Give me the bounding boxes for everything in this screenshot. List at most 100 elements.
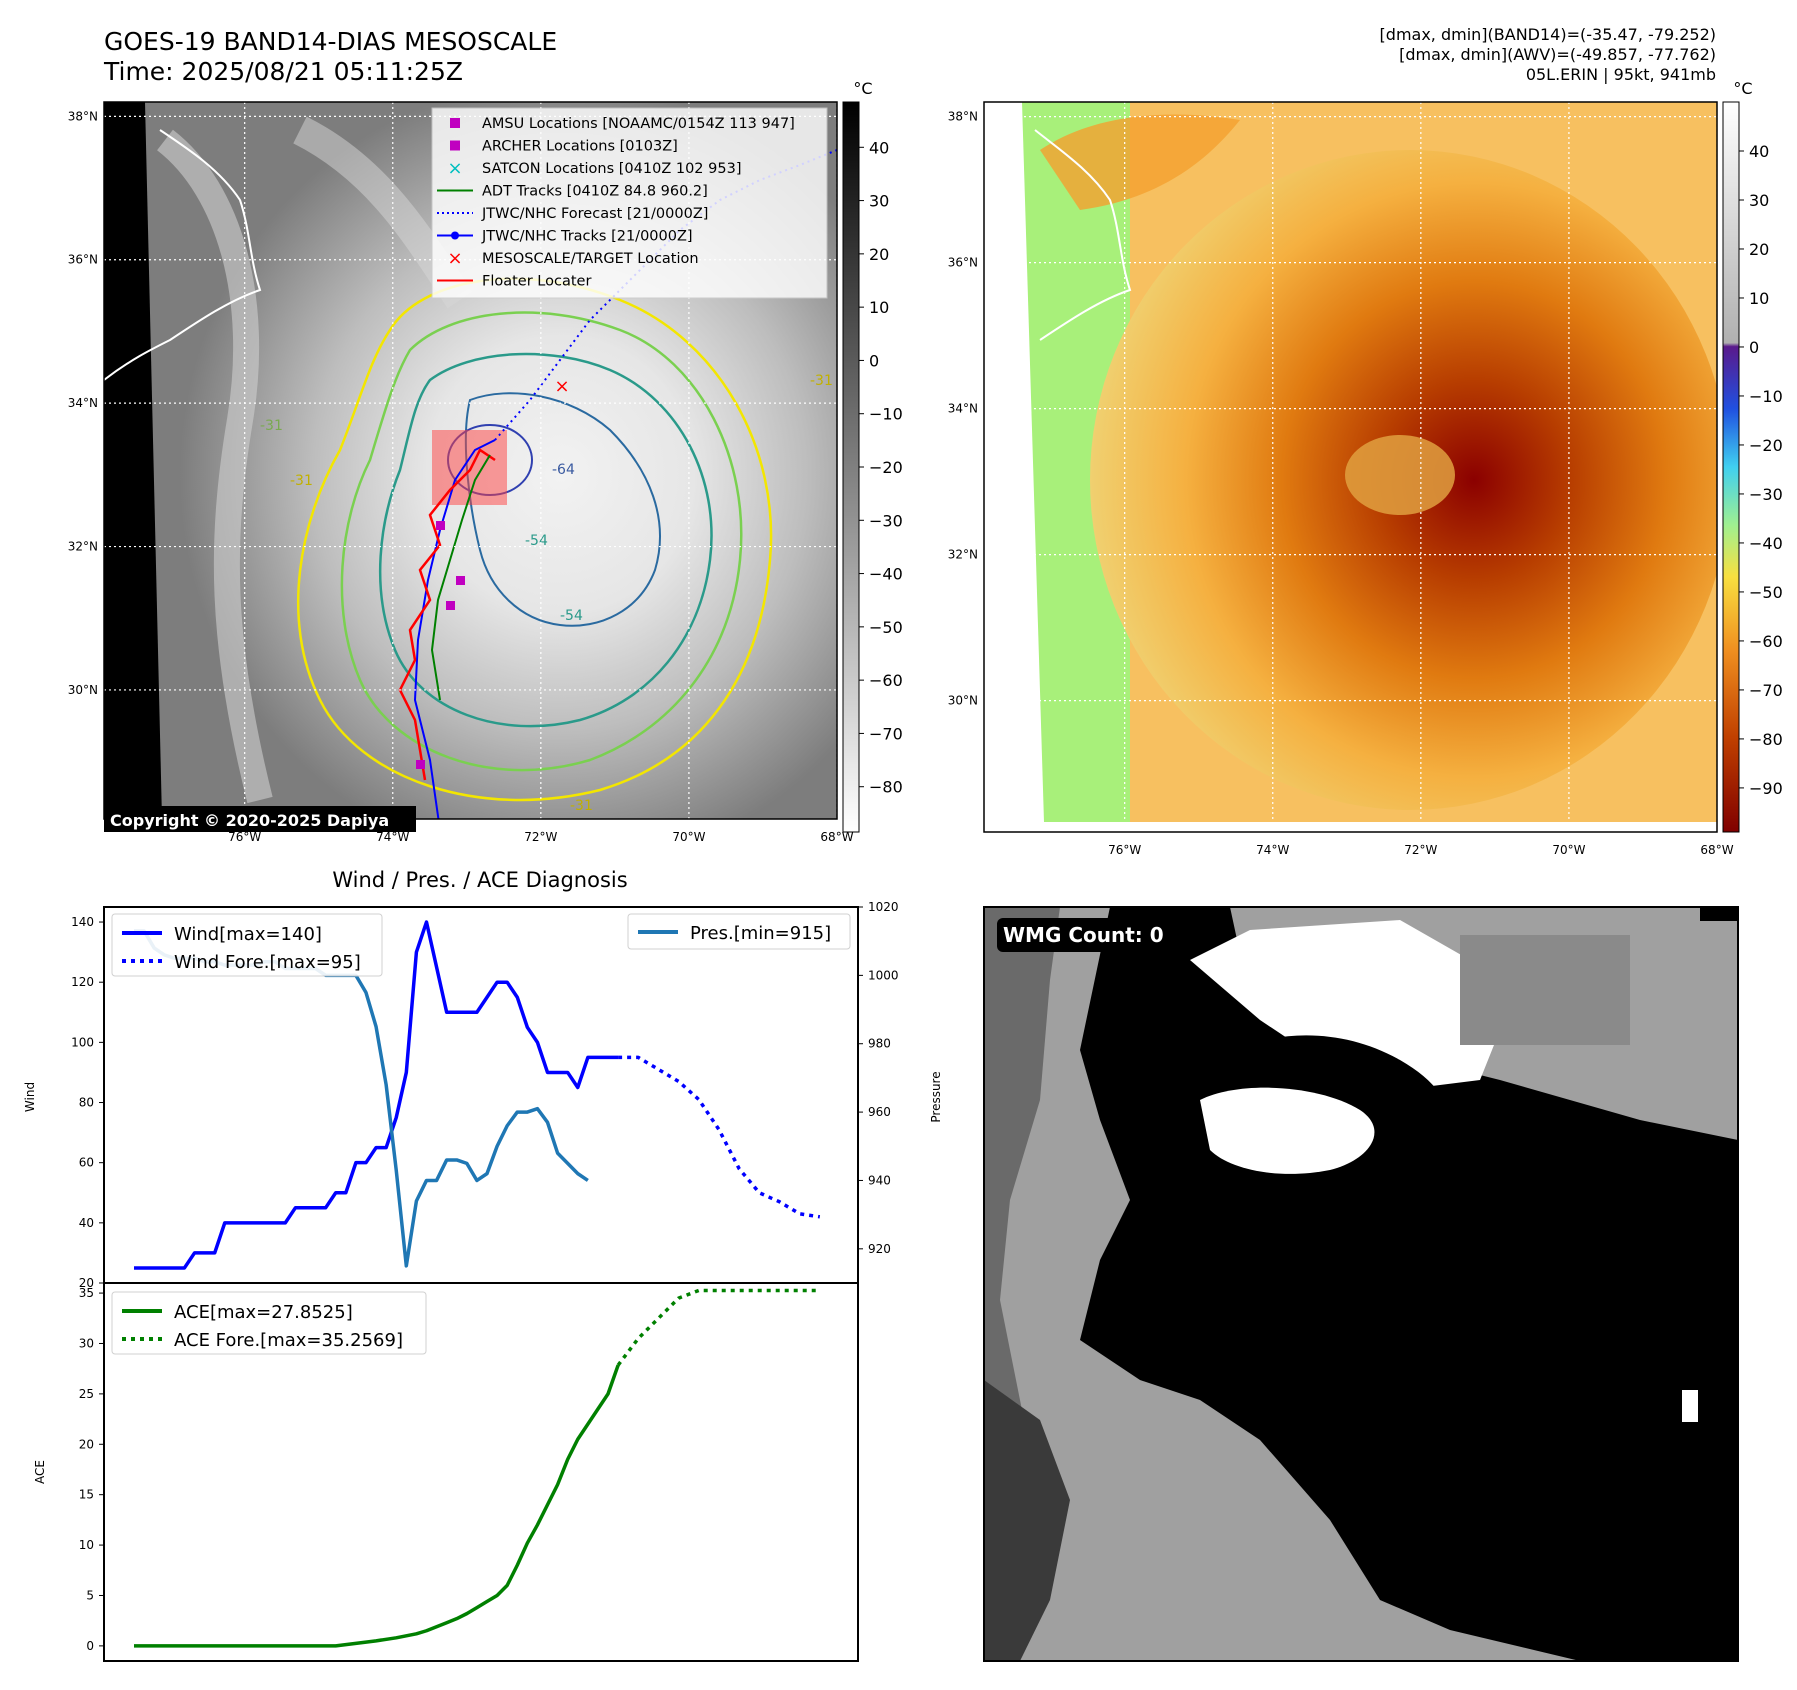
legend-marker-dot [451,231,459,240]
awv-lat-label: 36°N [948,256,978,270]
pressure-tick-label: 960 [868,1105,891,1119]
colorbar-tick-label: −60 [1749,632,1783,651]
wind-tick-label: 80 [79,1096,94,1110]
colorbar-tick-label: 20 [869,245,889,264]
ir-satellite-panel: × -64 -54 -54 -31 -31 -31 -31 38°N 36°N 34… [68,79,903,844]
pressure-tick-label: 940 [868,1173,891,1187]
ace-legend [111,1291,427,1355]
ir-rainband [156,129,273,804]
contour-label: -54 [525,533,548,549]
awv-frame [983,101,1718,833]
contour-label: -31 [570,798,593,814]
legend-label: JTWC/NHC Forecast [21/0000Z] [481,206,708,222]
contour-label: -54 [560,608,583,624]
wind-tick-label: 100 [71,1035,94,1049]
ace-chart: 0 5 10 15 20 25 30 35 ACE ACE[max=27.8525] ACE … [33,1282,859,1662]
contour-label: -31 [290,473,313,489]
colorbar-tick-label: 10 [869,298,889,317]
pressure-legend-label: Pres.[min=915] [690,923,831,944]
pressure-axis-ticks: 920 940 960 980 1000 1020 [858,900,899,1256]
ir-colorbar [842,101,860,833]
ir-lon-label: 76°W [228,830,261,844]
colorbar-tick-label: −30 [1749,485,1783,504]
mesoscale-target-box [432,430,507,505]
ir-lat-label: 30°N [68,683,98,697]
awv-lon-label: 70°W [1552,843,1585,857]
ir-contour-31 [297,277,773,802]
colorbar-tick-label: −50 [1749,583,1783,602]
legend-marker-square [450,118,460,128]
awv-lon-label: 76°W [1108,843,1141,857]
series-line-wind [134,920,619,1270]
legend-label: ARCHER Locations [0103Z] [482,139,678,155]
wind-tick-label: 20 [79,1276,94,1290]
colorbar-tick-label: −80 [1749,730,1783,749]
wind-tick-label: 60 [79,1156,94,1170]
legend-label: SATCON Locations [0410Z 102 953] [482,161,741,177]
ace-tick-label: 0 [86,1639,94,1653]
wmg-frame [983,906,1739,1662]
contour-label: -64 [552,462,575,478]
ir-colorbar-unit: °C [853,79,872,98]
storm-info: 05L.ERIN | 95kt, 941mb [1526,65,1716,84]
wind-tick-label: 120 [71,975,94,989]
awv-lat-label: 34°N [948,402,978,416]
pressure-tick-label: 920 [868,1242,891,1256]
ace-tick-label: 35 [79,1286,94,1300]
colorbar-tick-label: −70 [1749,681,1783,700]
ir-contour-54 [378,352,713,728]
wmg-count-text: WMG Count: 0 [1003,923,1164,947]
wind-pressure-chart: 20 40 60 80 100 120 140 920 940 960 980 1000 1020 W… [23,900,943,1290]
awv-lon-label: 74°W [1256,843,1289,857]
awv-lat-label: 30°N [948,694,978,708]
wmg-panel: WMG Count: 0 [983,906,1739,1662]
ir-legend-box [431,107,828,299]
wind-fore-legend-label: Wind Fore.[max=95] [174,952,361,973]
awv-lat-label: 32°N [948,548,978,562]
legend-marker-square [450,140,460,151]
colorbar-tick-label: 30 [1749,191,1769,210]
main-title-line1: GOES-19 BAND14-DIAS MESOSCALE [104,27,557,56]
ace-series-group [134,1288,820,1648]
pressure-tick-label: 980 [868,1037,891,1051]
awv-eye [1345,435,1455,515]
ir-lon-labels: 76°W 74°W 72°W 70°W 68°W [228,830,854,844]
contour-label: -31 [260,418,283,434]
ace-tick-label: 10 [79,1538,94,1552]
ir-lon-label: 68°W [820,830,853,844]
colorbar-tick-label: 40 [869,138,889,157]
legend-label: MESOSCALE/TARGET Location [482,251,699,267]
wind-legend-label: Wind[max=140] [174,924,322,945]
colorbar-tick-label: 0 [1749,338,1759,357]
colorbar-tick-label: 0 [869,351,879,370]
pressure-tick-label: 1020 [868,900,899,914]
awv-lon-labels: 76°W 74°W 72°W 70°W 68°W [1108,843,1734,857]
ace-tick-label: 15 [79,1488,94,1502]
colorbar-tick-label: −10 [1749,387,1783,406]
awv-band [1040,114,1240,210]
wmg-pixel-block [1700,907,1738,921]
wmg-pixel-block [1682,1390,1698,1422]
colorbar-tick-label: −40 [869,565,903,584]
contour-label: -31 [810,373,833,389]
ace-legend-label: ACE[max=27.8525] [174,1302,353,1323]
awv-lon-label: 72°W [1404,843,1437,857]
wmg-region-grey [1460,935,1630,1045]
dminmax-band14: [dmax, dmin](BAND14)=(-35.47, -79.252) [1380,25,1716,44]
ir-lon-label: 72°W [524,830,557,844]
ir-colorbar-ticks: 40 30 20 10 0 −10 −20 −30 −40 −50 −60 −70 −80 [859,138,903,797]
legend-marker-x: × [447,248,462,269]
mesoscale-target-marker: × [554,376,569,397]
archer-marker [436,521,445,530]
wind-tick-label: 40 [79,1216,94,1230]
awv-lon-label: 68°W [1700,843,1733,857]
colorbar-tick-label: −50 [869,618,903,637]
colorbar-tick-label: −80 [869,778,903,797]
ace-fore-legend-label: ACE Fore.[max=35.2569] [174,1330,403,1351]
colorbar-tick-label: −90 [1749,779,1783,798]
colorbar-tick-label: 20 [1749,240,1769,259]
wmg-region-white-eye [1190,920,1500,1090]
colorbar-tick-label: −60 [869,671,903,690]
ir-contour-64 [464,392,661,627]
